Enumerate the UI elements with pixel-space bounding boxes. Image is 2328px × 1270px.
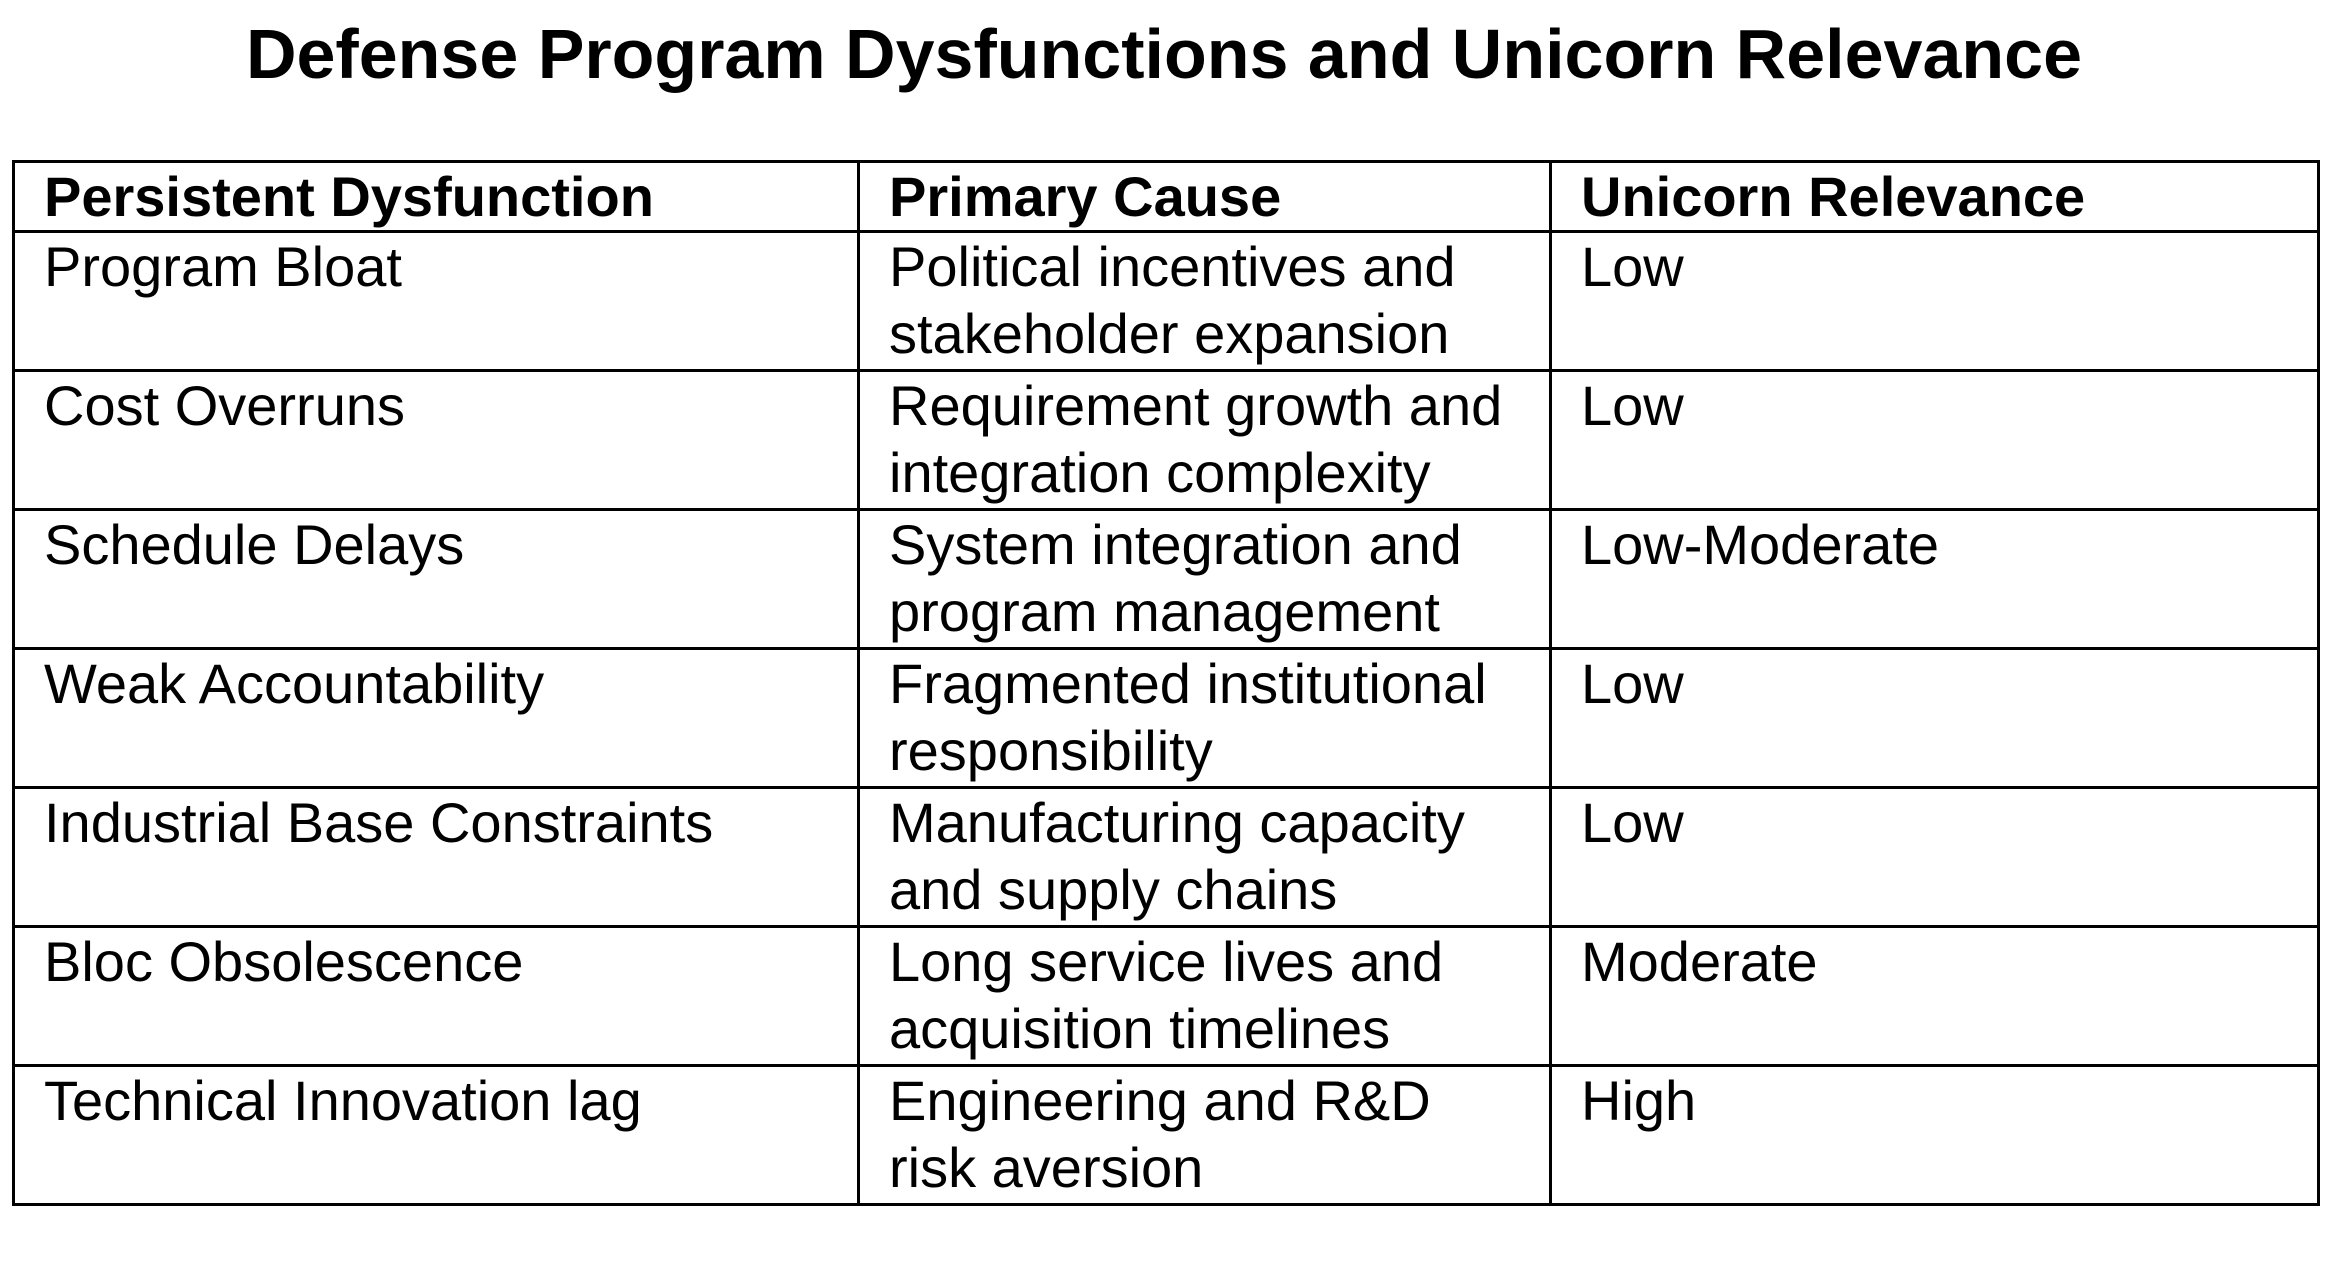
page-title: Defense Program Dysfunctions and Unicorn… <box>245 15 2083 93</box>
table-body: Program Bloat Political incentives and st… <box>12 230 2320 1206</box>
table-cell: Long service lives and acquisition timel… <box>857 925 1552 1067</box>
table-cell: Cost Overruns <box>12 369 860 511</box>
header-row: Persistent Dysfunction Primary Cause Unico… <box>12 160 2320 233</box>
table-row: Bloc Obsolescence Long service lives and … <box>12 925 2320 1067</box>
table-cell: Technical Innovation lag <box>12 1064 860 1206</box>
table-cell: Low <box>1549 647 2320 789</box>
table-cell: Weak Accountability <box>12 647 860 789</box>
table-cell: Low <box>1549 369 2320 511</box>
table-cell: Fragmented institutional responsibility <box>857 647 1552 789</box>
table-cell: Engineering and R&D risk aversion <box>857 1064 1552 1206</box>
table-cell: Manufacturing capacity and supply chains <box>857 786 1552 928</box>
table-row: Technical Innovation lag Engineering and … <box>12 1064 2320 1206</box>
table: Persistent Dysfunction Primary Cause Unico… <box>12 160 2320 1206</box>
table-cell: Industrial Base Constraints <box>12 786 860 928</box>
column-header: Persistent Dysfunction <box>12 160 860 233</box>
table-cell: Low <box>1549 786 2320 928</box>
table-cell: System integration and program managemen… <box>857 508 1552 650</box>
column-header: Unicorn Relevance <box>1549 160 2320 233</box>
table-cell: Schedule Delays <box>12 508 860 650</box>
table-row: Weak Accountability Fragmented institutio… <box>12 647 2320 789</box>
table-cell: Low <box>1549 230 2320 372</box>
table-cell: Bloc Obsolescence <box>12 925 860 1067</box>
table-cell: Political incentives and stakeholder exp… <box>857 230 1552 372</box>
table-row: Industrial Base Constraints Manufacturing… <box>12 786 2320 928</box>
table-cell: Program Bloat <box>12 230 860 372</box>
table-row: Schedule Delays System integration and pr… <box>12 508 2320 650</box>
table-cell: Requirement growth and integration compl… <box>857 369 1552 511</box>
table-cell: Moderate <box>1549 925 2320 1067</box>
column-header: Primary Cause <box>857 160 1552 233</box>
table-cell: Low-Moderate <box>1549 508 2320 650</box>
table-cell: High <box>1549 1064 2320 1206</box>
table-row: Cost Overruns Requirement growth and inte… <box>12 369 2320 511</box>
table-row: Program Bloat Political incentives and st… <box>12 230 2320 372</box>
